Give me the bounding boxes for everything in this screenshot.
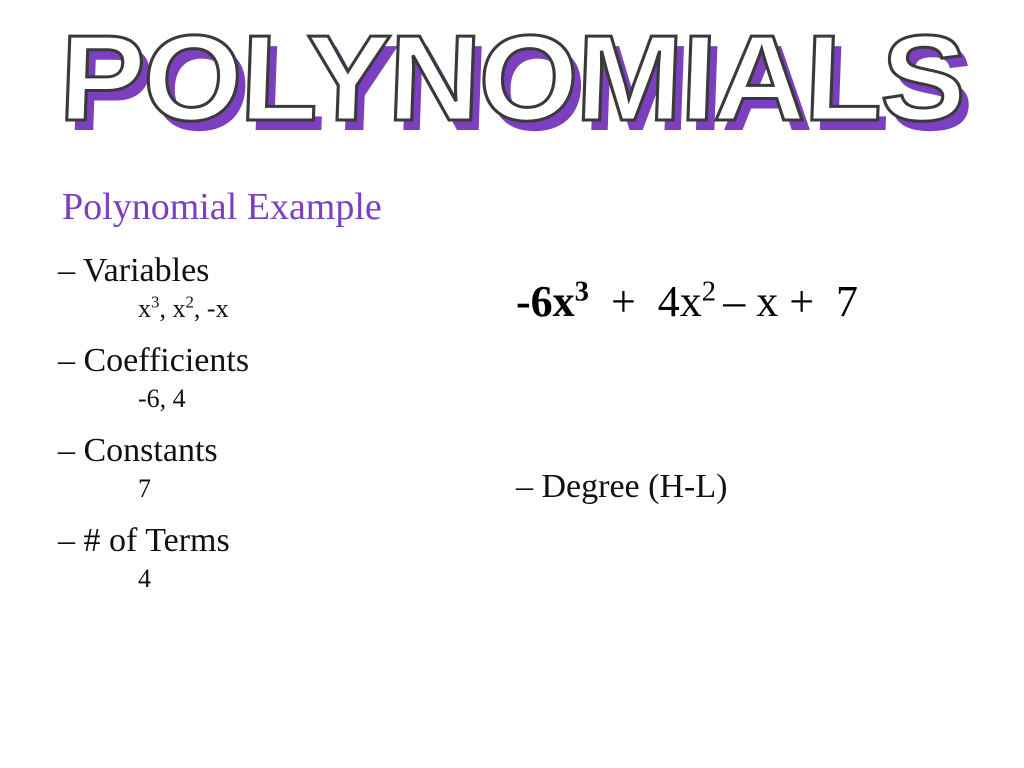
page-title-container: POLYNOMIALS POLYNOMIALS <box>0 8 1024 148</box>
list-item-variables-value: x3, x2, -x <box>138 294 478 324</box>
list-item-coefficients-label: – Coefficients <box>58 342 478 380</box>
list-item-coefficients-value: -6, 4 <box>138 384 478 414</box>
page-title: POLYNOMIALS <box>0 8 1024 148</box>
list-item-variables-label: – Variables <box>58 252 478 290</box>
properties-list: – Variables x3, x2, -x – Coefficients -6… <box>58 252 478 612</box>
list-item-constants-value: 7 <box>138 474 478 504</box>
list-item-terms-label: – # of Terms <box>58 522 478 560</box>
polynomial-expression: -6x3 + 4x2 – x + 7 <box>516 276 1016 327</box>
list-item-degree-label: – Degree (H-L) <box>516 468 727 506</box>
polynomial-expression-container: -6x3 + 4x2 – x + 7 <box>516 276 1016 327</box>
list-item-constants-label: – Constants <box>58 432 478 470</box>
list-item-terms-value: 4 <box>138 564 478 594</box>
subtitle: Polynomial Example <box>62 185 382 229</box>
